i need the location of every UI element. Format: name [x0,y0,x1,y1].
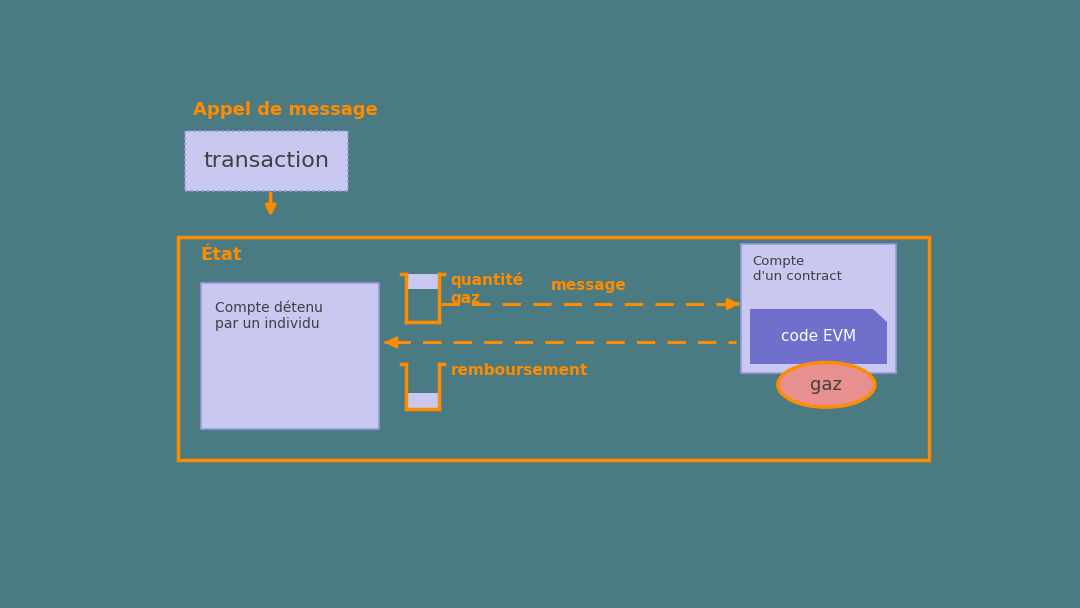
Text: Compte détenu
par un individu: Compte détenu par un individu [215,300,323,331]
FancyBboxPatch shape [741,244,896,373]
Ellipse shape [778,362,875,407]
FancyBboxPatch shape [177,237,930,460]
Text: remboursement: remboursement [450,363,588,378]
Text: Compte
d'un contract: Compte d'un contract [753,255,841,283]
Text: gaz: gaz [810,376,842,394]
FancyBboxPatch shape [406,274,438,289]
Text: Appel de message: Appel de message [193,101,378,119]
Text: État: État [201,246,242,264]
Text: message: message [551,278,626,293]
FancyBboxPatch shape [201,283,379,429]
FancyBboxPatch shape [751,309,887,364]
Text: quantité
gaz: quantité gaz [450,272,524,306]
Polygon shape [873,309,887,322]
FancyBboxPatch shape [406,393,438,409]
Text: code EVM: code EVM [781,329,856,344]
Text: transaction: transaction [204,151,329,171]
FancyBboxPatch shape [186,131,348,191]
